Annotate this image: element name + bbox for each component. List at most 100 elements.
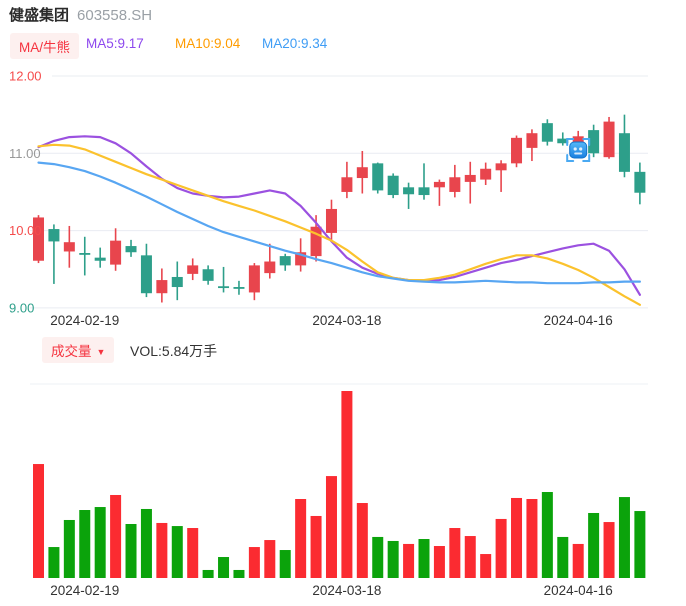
candlestick	[33, 217, 44, 261]
x-axis-labels: 2024-02-19 2024-02-19 2024-03-18 2024-03-18…	[50, 313, 613, 598]
ma-legend-row: MA/牛熊 MA5:9.17 MA10:9.04 MA20:9.34	[0, 33, 686, 59]
ma5-line	[37, 135, 642, 296]
volume-bar	[33, 464, 44, 578]
volume-bar	[171, 526, 183, 578]
candlestick	[295, 252, 307, 266]
volume-value-label: VOL:5.84万手	[130, 343, 218, 359]
candlestick	[140, 255, 152, 294]
volume-bar	[603, 522, 615, 578]
volume-bar	[233, 569, 245, 578]
volume-bar	[572, 543, 584, 578]
volume-bar	[110, 494, 122, 578]
marker-badge-dot	[573, 147, 577, 151]
marker-selection-brackets	[566, 138, 591, 162]
volume-bar	[464, 536, 476, 578]
candlestick	[341, 177, 353, 192]
candlestick	[403, 187, 415, 195]
candlestick	[480, 168, 492, 180]
volume-bar	[310, 515, 322, 578]
volume-bar	[94, 507, 106, 578]
marker-badge-dot	[579, 147, 583, 151]
y-axis-tick: 11.00	[9, 146, 41, 161]
volume-bar	[356, 503, 368, 578]
y-axis-tick: 10.00	[9, 223, 42, 238]
ma-mode-badge[interactable]: MA/牛熊	[10, 33, 80, 59]
candlestick	[526, 133, 538, 148]
volume-bar	[140, 508, 152, 578]
candlestick	[264, 261, 276, 274]
candlestick	[110, 240, 122, 265]
volume-header-row: 成交量 ▼ VOL:5.84万手	[0, 337, 686, 363]
stock-code: 603558.SH	[77, 7, 153, 24]
volume-bar	[63, 519, 75, 578]
volume-bar	[295, 499, 307, 578]
volume-series	[33, 391, 646, 578]
candlestick	[418, 187, 430, 196]
volume-bar	[433, 546, 445, 578]
candlestick	[202, 269, 214, 281]
volume-bar	[156, 522, 168, 578]
candlestick	[541, 123, 553, 142]
candlestick	[310, 226, 322, 257]
gridlines	[30, 75, 648, 385]
volume-bar	[588, 512, 600, 578]
caret-down-icon: ▼	[96, 347, 106, 357]
candlestick	[511, 137, 523, 164]
candlestick	[187, 265, 199, 274]
x-axis-label: 2024-02-19	[50, 313, 119, 328]
volume-bar	[618, 497, 630, 578]
volume-indicator-dropdown[interactable]: 成交量 ▼	[42, 337, 115, 363]
y-axis-ticks: 12.00 11.00 10.00 9.00	[9, 69, 42, 316]
ma10-legend-label: MA10:9.04	[175, 36, 241, 51]
candlestick	[156, 280, 168, 294]
candlestick	[372, 163, 384, 191]
x-axis-label: 2024-04-16	[544, 583, 613, 598]
candlestick-series	[33, 114, 646, 303]
y-axis-tick: 9.00	[9, 300, 34, 315]
ma20-line	[37, 161, 642, 285]
candlestick	[495, 163, 507, 171]
chart-marker[interactable]	[566, 138, 591, 162]
volume-bar	[372, 536, 384, 578]
volume-bar	[634, 511, 646, 578]
volume-bar	[418, 539, 430, 578]
candlestick	[48, 229, 60, 242]
x-axis-label: 2024-03-18	[312, 583, 381, 598]
marker-badge-icon[interactable]	[569, 141, 588, 159]
volume-bar	[387, 540, 399, 578]
volume-bar	[480, 554, 492, 578]
candlestick	[464, 174, 476, 182]
candlestick	[94, 257, 106, 261]
volume-bar	[187, 528, 199, 578]
candlestick	[387, 175, 399, 196]
volume-bar	[541, 492, 553, 578]
candlestick	[449, 177, 461, 192]
candlestick	[356, 167, 368, 179]
volume-bar	[449, 528, 461, 578]
candlestick	[557, 138, 569, 144]
candlestick	[433, 181, 445, 188]
stock-name: 健盛集团	[9, 7, 70, 24]
candlestick	[588, 130, 600, 154]
volume-bar	[557, 536, 569, 578]
volume-indicator-label: 成交量	[51, 344, 92, 359]
ma10-line	[37, 143, 642, 306]
candlestick	[233, 287, 245, 289]
volume-bar	[341, 391, 353, 578]
volume-bar	[511, 497, 523, 578]
volume-bar	[325, 476, 337, 578]
x-axis-label: 2024-04-16	[544, 313, 613, 328]
volume-bar	[526, 499, 538, 578]
marker-badge-mark	[574, 152, 583, 155]
volume-bar	[403, 543, 415, 578]
volume-bar	[48, 547, 60, 578]
volume-bar	[202, 569, 214, 578]
x-axis-label: 2024-03-18	[312, 313, 381, 328]
ma5-legend-label: MA5:9.17	[86, 36, 144, 51]
volume-bar	[264, 540, 276, 578]
candlestick	[218, 286, 230, 289]
volume-bar	[125, 523, 137, 578]
candlestick	[618, 133, 630, 172]
ma20-legend-label: MA20:9.34	[262, 36, 328, 51]
